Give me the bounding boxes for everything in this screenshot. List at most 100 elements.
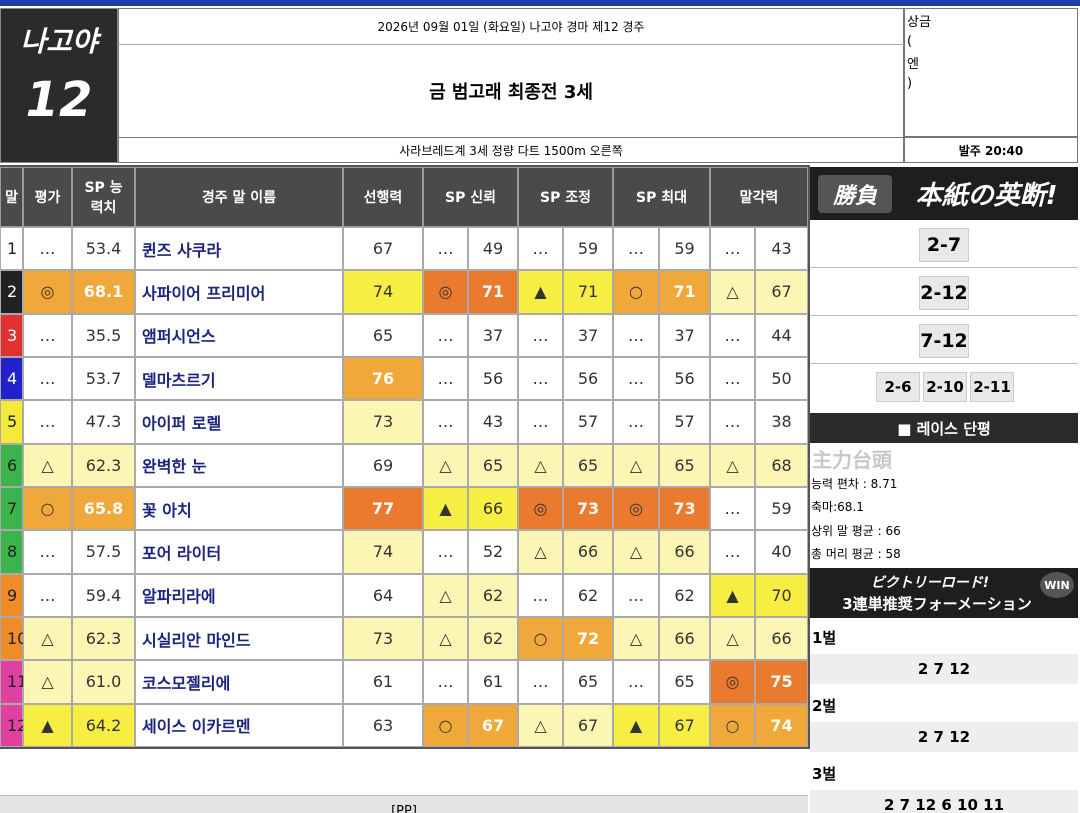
score: 59 bbox=[659, 227, 710, 271]
score: 73 bbox=[659, 487, 710, 531]
rating-mark: … bbox=[710, 313, 755, 357]
score: 62 bbox=[659, 573, 710, 617]
rating-mark: … bbox=[423, 660, 468, 704]
score: 69 bbox=[343, 443, 423, 487]
rating-mark: … bbox=[423, 530, 468, 574]
column-header: SP 조정 bbox=[518, 167, 613, 227]
score: 74 bbox=[755, 703, 808, 747]
score: 37 bbox=[563, 313, 613, 357]
score: 62 bbox=[468, 573, 518, 617]
rating-mark: … bbox=[613, 357, 659, 401]
score: 68.1 bbox=[72, 270, 135, 314]
score: 63 bbox=[343, 703, 423, 747]
banner2-bg bbox=[810, 568, 1078, 618]
score: 43 bbox=[468, 400, 518, 444]
score: 56 bbox=[468, 357, 518, 401]
rating-mark: ○ bbox=[23, 487, 72, 531]
rating-mark: ○ bbox=[613, 270, 659, 314]
horse-number: 8 bbox=[0, 530, 23, 574]
rating-mark: … bbox=[710, 400, 755, 444]
column-header: 말각력 bbox=[710, 167, 808, 227]
horse-name: 아이퍼 로렐 bbox=[135, 400, 343, 444]
score: 64.2 bbox=[72, 703, 135, 747]
score: 57 bbox=[563, 400, 613, 444]
column-header: 말 bbox=[0, 167, 23, 227]
rating-mark: △ bbox=[423, 573, 468, 617]
score: 53.4 bbox=[72, 227, 135, 271]
rating-mark: △ bbox=[613, 530, 659, 574]
review-line: 능력 편차 : 8.71 bbox=[811, 476, 898, 491]
date-line: 2026년 09월 01일 (화요일) 나고야 경마 제12 경주 bbox=[118, 8, 904, 45]
score: 66 bbox=[659, 617, 710, 661]
score: 56 bbox=[659, 357, 710, 401]
rating-mark: … bbox=[613, 573, 659, 617]
rating-mark: … bbox=[613, 313, 659, 357]
horse-name: 포어 라이터 bbox=[135, 530, 343, 574]
horse-name: 앰퍼시언스 bbox=[135, 313, 343, 357]
rating-mark: △ bbox=[23, 617, 72, 661]
venue: 나고야 bbox=[20, 25, 98, 58]
score: 67 bbox=[659, 703, 710, 747]
pick: 2-12 bbox=[919, 276, 969, 310]
sub-pick: 2-6 bbox=[876, 372, 920, 402]
rating-mark: △ bbox=[710, 443, 755, 487]
rating-mark: … bbox=[613, 400, 659, 444]
score: 49 bbox=[468, 227, 518, 271]
horse-name: 알파리라에 bbox=[135, 573, 343, 617]
score: 67 bbox=[563, 703, 613, 747]
horse-name: 완벽한 눈 bbox=[135, 443, 343, 487]
rating-mark: … bbox=[423, 357, 468, 401]
horse-number: 7 bbox=[0, 487, 23, 531]
rating-mark: … bbox=[23, 227, 72, 271]
rating-mark: … bbox=[710, 487, 755, 531]
rating-mark: ◎ bbox=[710, 660, 755, 704]
score: 57.5 bbox=[72, 530, 135, 574]
score: 76 bbox=[343, 357, 423, 401]
race-number: 12 bbox=[25, 72, 93, 128]
pick: 7-12 bbox=[919, 324, 969, 358]
rating-mark: … bbox=[518, 573, 563, 617]
score: 44 bbox=[755, 313, 808, 357]
pick-row bbox=[810, 220, 1078, 268]
horse-name: 세이스 이카르멘 bbox=[135, 703, 343, 747]
top-strip bbox=[0, 0, 1080, 6]
score: 65 bbox=[468, 443, 518, 487]
bottom-bar: [PP] bbox=[0, 795, 808, 813]
formation-label: 3벌 bbox=[812, 764, 837, 783]
score: 62 bbox=[468, 617, 518, 661]
rating-mark: ▲ bbox=[23, 703, 72, 747]
rating-mark: … bbox=[710, 357, 755, 401]
score: 65 bbox=[659, 660, 710, 704]
score: 37 bbox=[468, 313, 518, 357]
column-header: SP 최대 bbox=[613, 167, 710, 227]
horse-name: 사파이어 프리미어 bbox=[135, 270, 343, 314]
score: 66 bbox=[755, 617, 808, 661]
score: 67 bbox=[468, 703, 518, 747]
rating-mark: △ bbox=[518, 530, 563, 574]
score: 65 bbox=[659, 443, 710, 487]
rating-mark: … bbox=[518, 313, 563, 357]
horse-name: 꽃 아치 bbox=[135, 487, 343, 531]
conditions: 사라브레드계 3세 정량 다트 1500m 오른쪽 bbox=[118, 137, 904, 163]
horse-number: 3 bbox=[0, 313, 23, 357]
score: 57 bbox=[659, 400, 710, 444]
rating-mark: … bbox=[613, 227, 659, 271]
rating-mark: △ bbox=[23, 443, 72, 487]
rating-mark: ▲ bbox=[710, 573, 755, 617]
horse-number: 4 bbox=[0, 357, 23, 401]
score: 53.7 bbox=[72, 357, 135, 401]
rating-mark: ▲ bbox=[518, 270, 563, 314]
formation-label: 2벌 bbox=[812, 696, 837, 715]
score: 52 bbox=[468, 530, 518, 574]
prize-text: 상금 bbox=[907, 14, 931, 30]
score: 62.3 bbox=[72, 617, 135, 661]
rating-mark: ◎ bbox=[613, 487, 659, 531]
score: 68 bbox=[755, 443, 808, 487]
rating-mark: … bbox=[518, 400, 563, 444]
rating-mark: △ bbox=[423, 617, 468, 661]
score: 73 bbox=[343, 400, 423, 444]
rating-mark: … bbox=[23, 400, 72, 444]
score: 35.5 bbox=[72, 313, 135, 357]
score: 61 bbox=[343, 660, 423, 704]
